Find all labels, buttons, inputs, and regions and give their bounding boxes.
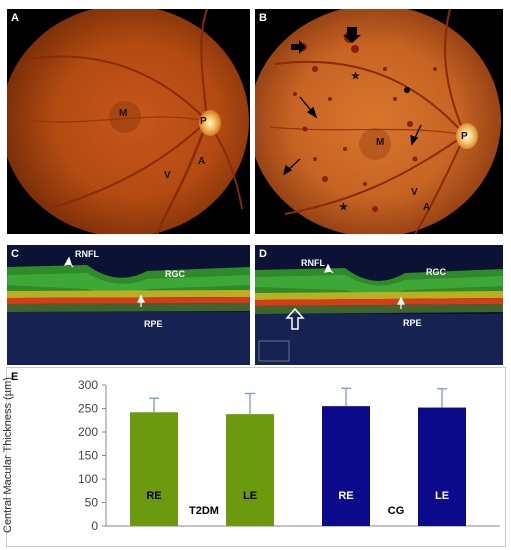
- rpe-label-c: RPE: [144, 319, 163, 329]
- star-marker-1: ★: [351, 71, 360, 82]
- oct-image-d: [255, 245, 503, 365]
- panel-letter-d: D: [259, 248, 267, 260]
- rgc-label-c: RGC: [165, 269, 185, 279]
- vein-label-b: V: [411, 187, 418, 198]
- panel-letter-a: A: [11, 12, 19, 24]
- macula-label-a: M: [119, 108, 128, 119]
- fundus-image-b: [255, 9, 501, 234]
- artery-label-a: A: [198, 156, 206, 167]
- star-marker-2: ★: [339, 202, 348, 213]
- fundus-panel-b: B ★ ★ M P V A: [255, 9, 503, 234]
- rnfl-label-c: RNFL: [75, 249, 99, 259]
- rgc-label-d: RGC: [426, 267, 446, 277]
- panel-letter-b: B: [259, 12, 267, 24]
- papilla-label-b: P: [461, 131, 468, 142]
- rpe-label-d: RPE: [403, 318, 422, 328]
- macula-label-b: M: [376, 137, 385, 148]
- oct-panel-c: C RNFL RGC RPE: [7, 245, 250, 365]
- oct-image-c: [7, 245, 250, 365]
- artery-label-b: A: [423, 202, 431, 213]
- papilla-label-a: P: [200, 116, 207, 127]
- panel-letter-e: E: [11, 371, 19, 383]
- chart-panel-e: E: [6, 367, 506, 547]
- fundus-panel-a: A M P A V: [7, 9, 250, 234]
- oct-panel-d: D RNFL RGC RPE: [255, 245, 503, 365]
- rnfl-label-d: RNFL: [301, 258, 325, 268]
- panel-letter-c: C: [11, 248, 19, 260]
- vein-label-a: V: [164, 170, 171, 181]
- fundus-image-a: [7, 9, 249, 234]
- y-axis-label: Central Macular Thickness (µm): [2, 377, 14, 533]
